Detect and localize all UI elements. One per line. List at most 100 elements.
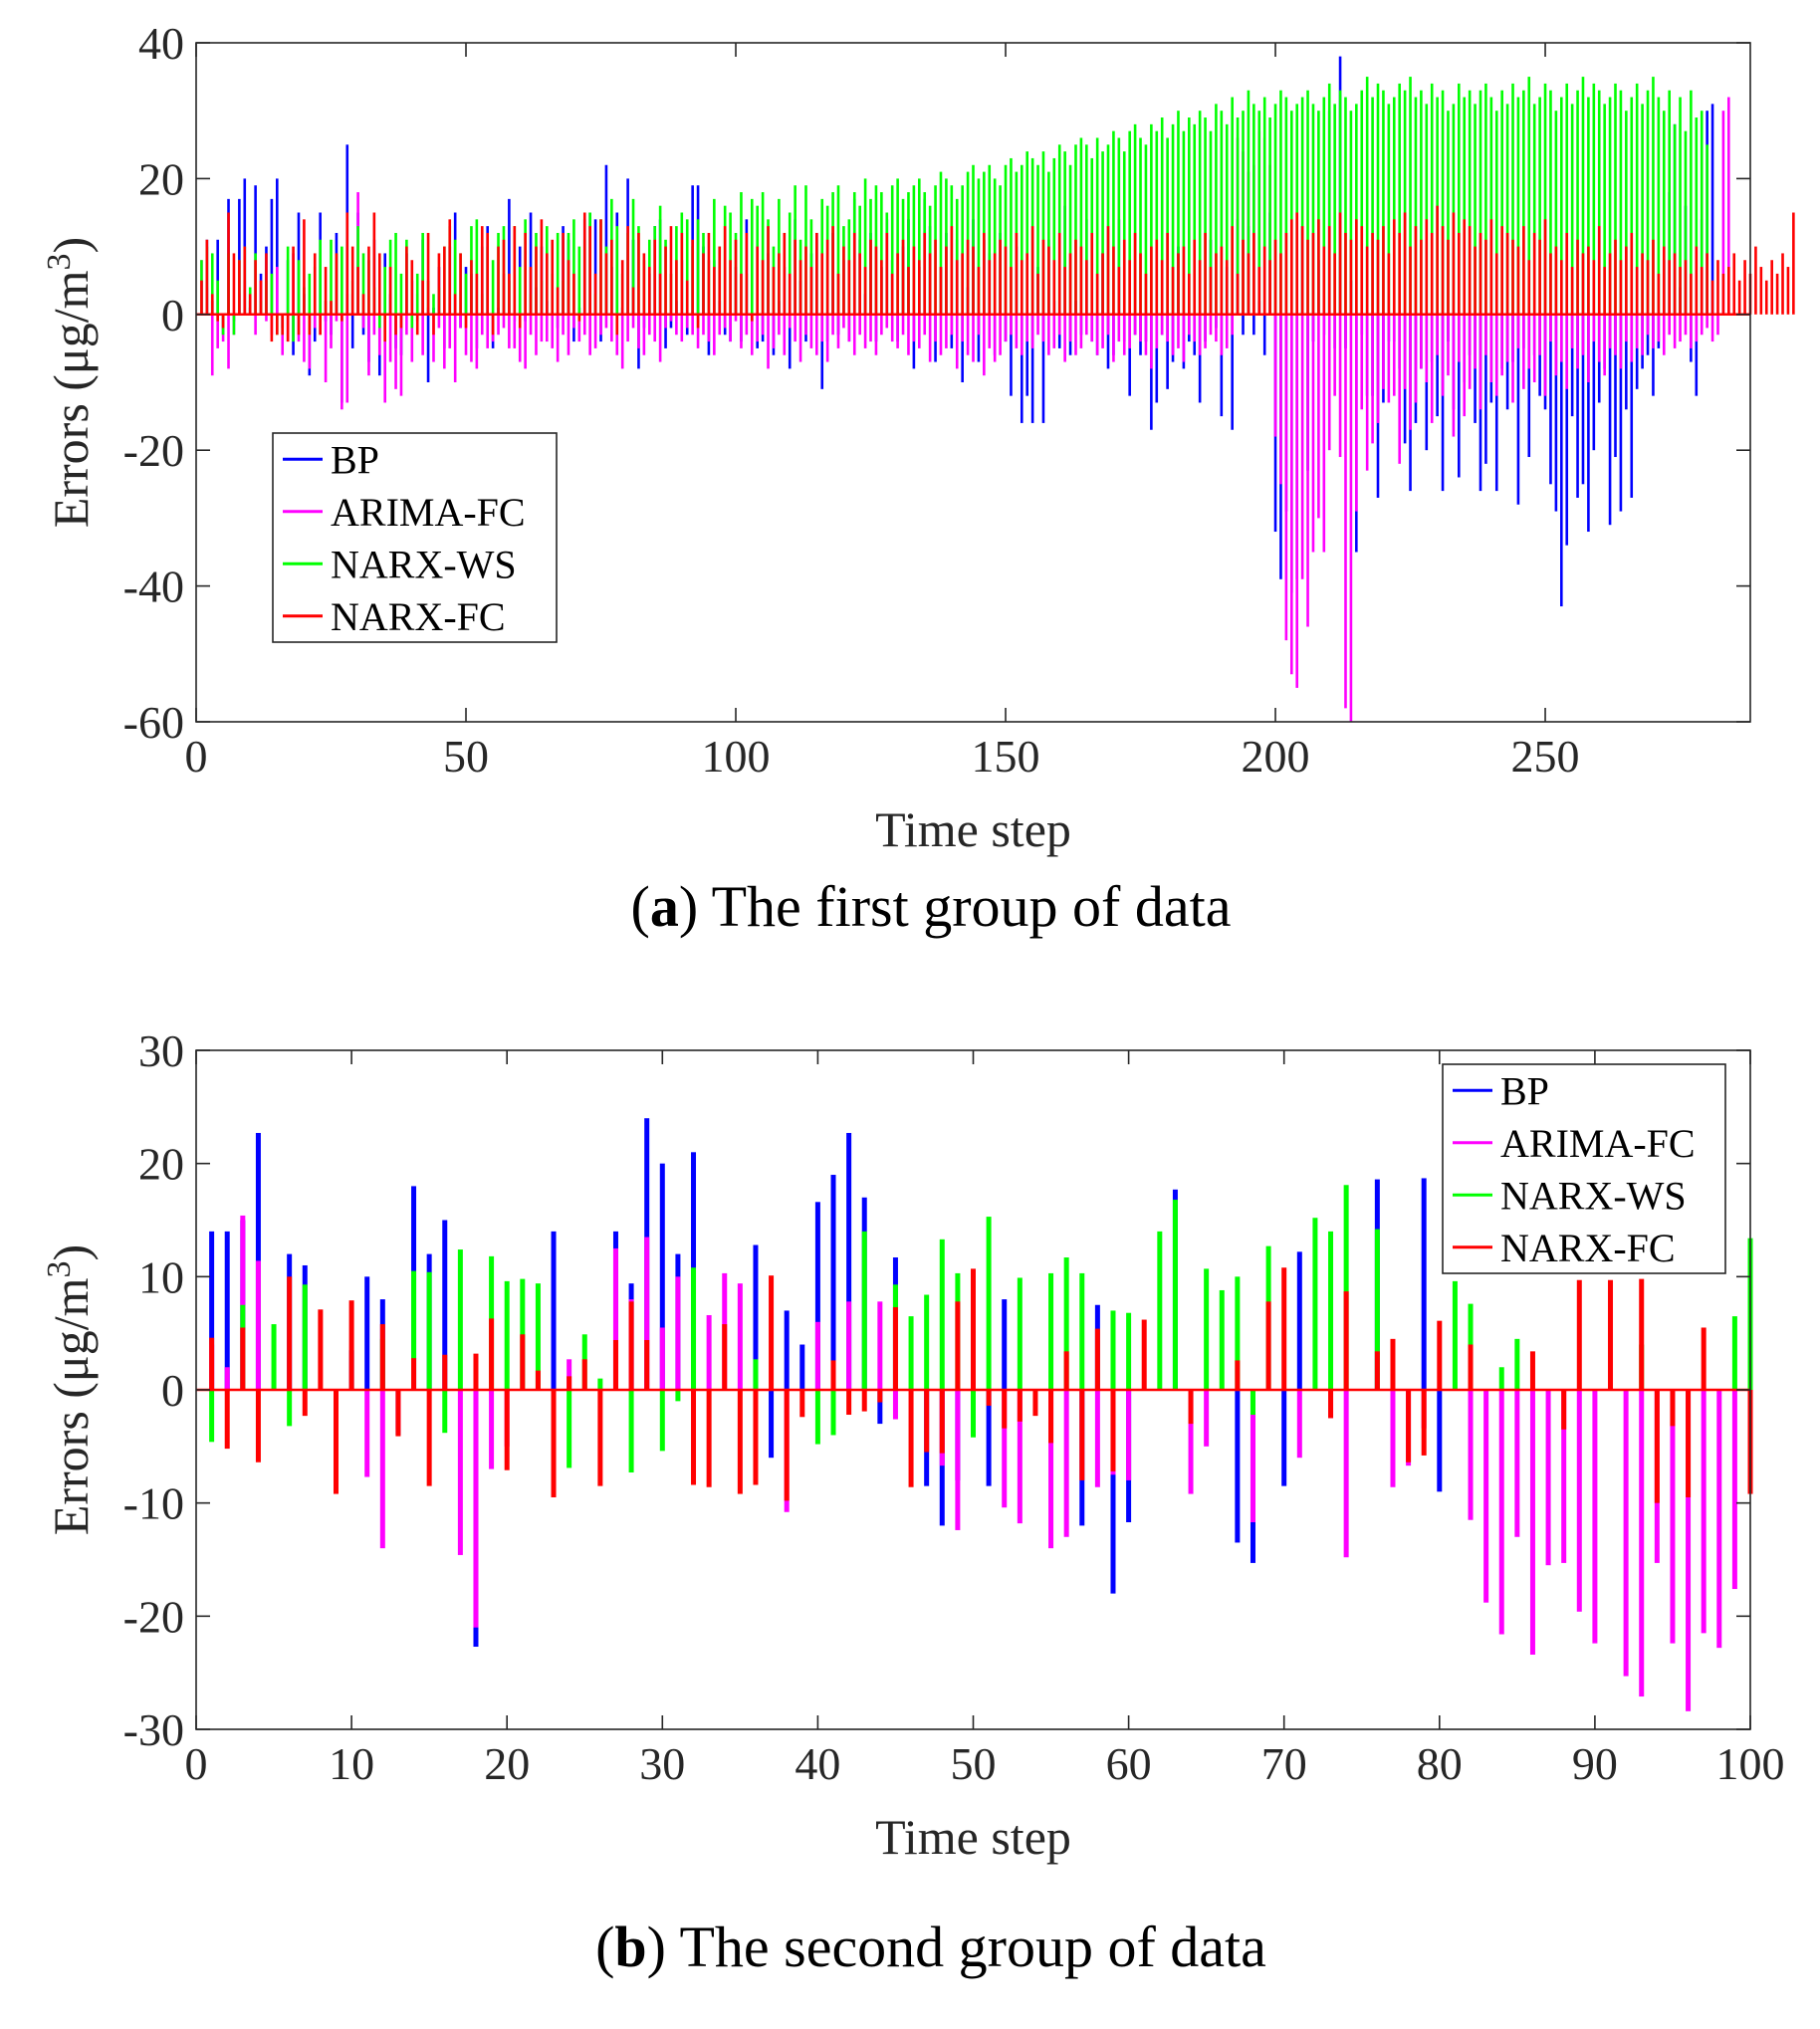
panel-a-bar-narx-fc-65 <box>546 253 549 315</box>
panel-a-bar-narx-fc-233 <box>1452 212 1456 315</box>
panel-a-bar-narx-ws-276 <box>1684 130 1688 315</box>
panel-a-bar-bp-258 <box>1587 314 1590 533</box>
panel-a-bar-arima-fc-96 <box>713 314 716 355</box>
panel-a-bar-narx-ws-145 <box>977 178 981 315</box>
panel-b-bar-narx-fc-38 <box>784 1390 790 1501</box>
panel-a-bar-narx-ws-14 <box>270 273 274 315</box>
panel-b-bar-arima-fc-24 <box>567 1359 572 1390</box>
panel-a-bar-arima-fc-235 <box>1463 314 1467 417</box>
panel-b-bar-arima-fc-55 <box>1048 1390 1054 1549</box>
panel-a-bar-narx-ws-234 <box>1458 83 1461 315</box>
panel-b-bar-narx-fc-58 <box>1094 1328 1100 1390</box>
panel-b-bar-narx-fc-76 <box>1374 1351 1380 1390</box>
panel-a-bar-narx-fc-193 <box>1236 273 1240 315</box>
panel-a-bar-narx-fc-196 <box>1252 232 1255 315</box>
panel-a-bar-arima-fc-215 <box>1355 314 1358 512</box>
panel-a-bar-narx-fc-111 <box>794 239 796 315</box>
panel-a-bar-narx-ws-240 <box>1489 97 1493 315</box>
panel-a-bar-narx-ws-210 <box>1327 83 1331 315</box>
panel-a-bar-arima-fc-153 <box>1020 314 1024 355</box>
panel-a-bar-arima-fc-189 <box>1215 314 1218 342</box>
panel-a-bar-arima-fc-265 <box>1625 314 1628 342</box>
panel-b-bar-narx-fc-44 <box>877 1390 883 1403</box>
panel-a-legend: BP ARIMA-FC NARX-WS NARX-FC <box>272 432 558 643</box>
panel-b-bar-narx-fc-33 <box>706 1390 712 1487</box>
panel-b-bar-narx-ws-53 <box>1017 1277 1023 1390</box>
panel-a-bar-arima-fc-114 <box>809 314 813 348</box>
panel-a-bar-arima-fc-3 <box>210 314 214 376</box>
panel-b-bar-arima-fc-87 <box>1545 1390 1551 1566</box>
panel-b-bar-narx-ws-67 <box>1235 1276 1241 1390</box>
panel-a-bar-narx-fc-16 <box>281 314 285 336</box>
panel-b-bar-arima-fc-93 <box>1639 1390 1645 1697</box>
panel-b-x-tick-label-30: 30 <box>639 1738 685 1789</box>
panel-a-bar-narx-fc-8 <box>238 260 241 315</box>
panel-b-bar-narx-ws-6 <box>287 1390 293 1427</box>
panel-a-bar-narx-fc-26 <box>335 253 339 315</box>
panel-a-bar-narx-fc-51 <box>470 260 473 315</box>
panel-b-x-tick-label-40: 40 <box>795 1738 840 1789</box>
panel-a-bar-narx-fc-170 <box>1112 246 1115 315</box>
panel-a-bar-arima-fc-82 <box>637 314 640 348</box>
panel-b-bar-arima-fc-19 <box>489 1390 495 1469</box>
panel-a-bar-narx-fc-139 <box>945 246 948 315</box>
panel-a-bar-narx-fc-101 <box>740 273 743 315</box>
panel-a-bar-arima-fc-203 <box>1289 314 1293 675</box>
panel-a-bar-narx-fc-104 <box>756 246 759 315</box>
panel-a-bar-bp-251 <box>1549 314 1552 485</box>
panel-a-bar-narx-fc-135 <box>923 232 927 315</box>
panel-a-bar-arima-fc-207 <box>1311 314 1315 553</box>
panel-a-bar-narx-fc-99 <box>729 260 732 315</box>
panel-a-bar-arima-fc-260 <box>1597 314 1601 362</box>
panel-b-x-tick-label-10: 10 <box>329 1738 374 1789</box>
panel-a-bar-narx-fc-136 <box>928 253 932 315</box>
panel-a-bar-arima-fc-200 <box>1273 314 1277 437</box>
panel-a-bar-narx-fc-83 <box>642 253 646 315</box>
panel-a-bar-arima-fc-278 <box>1695 314 1699 342</box>
panel-a-bar-arima-fc-66 <box>551 314 555 348</box>
panel-b-x-tick-label-100: 100 <box>1716 1738 1785 1789</box>
panel-a-bar-arima-fc-223 <box>1398 314 1401 464</box>
panel-b-bar-narx-fc-59 <box>1110 1390 1116 1471</box>
panel-a-bar-narx-fc-180 <box>1166 232 1169 315</box>
panel-a-bar-narx-fc-76 <box>604 253 608 315</box>
panel-a-bar-narx-fc-3 <box>210 294 214 315</box>
panel-a-bar-narx-ws-265 <box>1625 111 1628 315</box>
panel-a-bar-arima-fc-4 <box>216 314 219 348</box>
panel-a-bar-arima-fc-126 <box>874 314 878 355</box>
panel-b-bar-narx-fc-61 <box>1141 1319 1147 1390</box>
panel-a-legend-label-narx-ws: NARX-WS <box>331 542 517 586</box>
panel-a-bar-narx-fc-19 <box>297 314 301 336</box>
panel-b-legend-label-arima-fc: ARIMA-FC <box>1500 1121 1696 1166</box>
panel-b-bar-narx-fc-80 <box>1437 1320 1443 1390</box>
panel-b-bar-narx-fc-36 <box>753 1390 759 1485</box>
panel-b-bar-arima-fc-85 <box>1514 1390 1520 1537</box>
panel-a-bar-narx-fc-216 <box>1360 226 1364 315</box>
panel-a-bar-arima-fc-11 <box>254 314 257 336</box>
panel-a-bar-arima-fc-216 <box>1360 314 1364 410</box>
panel-a-bar-narx-fc-275 <box>1679 267 1682 315</box>
panel-a-bar-narx-fc-274 <box>1673 253 1677 315</box>
panel-a-bar-narx-fc-247 <box>1527 260 1531 315</box>
panel-a-bar-arima-fc-44 <box>432 314 435 362</box>
panel-b-bar-narx-fc-34 <box>722 1324 728 1390</box>
panel-b-bar-narx-fc-64 <box>1188 1390 1194 1425</box>
panel-a-bar-narx-ws-31 <box>361 253 365 315</box>
panel-b-bar-narx-ws-36 <box>753 1359 759 1390</box>
panel-b-bar-narx-ws-16 <box>442 1390 448 1434</box>
panel-a-bar-narx-ws-246 <box>1522 90 1525 315</box>
panel-a-axes: 0 50 100 150 200 250 -60 -40 -20 0 20 40 <box>123 18 1751 782</box>
panel-a-bar-arima-fc-104 <box>756 314 759 342</box>
panel-a-bar-narx-fc-218 <box>1371 232 1374 315</box>
panel-b-bar-narx-ws-74 <box>1343 1185 1349 1390</box>
panel-a-bar-narx-ws-272 <box>1662 111 1666 315</box>
panel-a-x-tick-label-50: 50 <box>443 731 489 782</box>
panel-a-bar-narx-fc-286 <box>1737 280 1741 315</box>
panel-a-bar-bp-58 <box>508 198 511 315</box>
panel-a-bar-arima-fc-25 <box>330 314 333 348</box>
panel-a-bar-arima-fc-61 <box>524 314 527 369</box>
panel-a-bar-narx-fc-252 <box>1554 246 1558 315</box>
panel-b-bar-arima-fc-86 <box>1529 1390 1535 1655</box>
panel-b-bar-arima-fc-99 <box>1731 1390 1737 1590</box>
panel-a-bar-narx-ws-247 <box>1527 77 1531 315</box>
